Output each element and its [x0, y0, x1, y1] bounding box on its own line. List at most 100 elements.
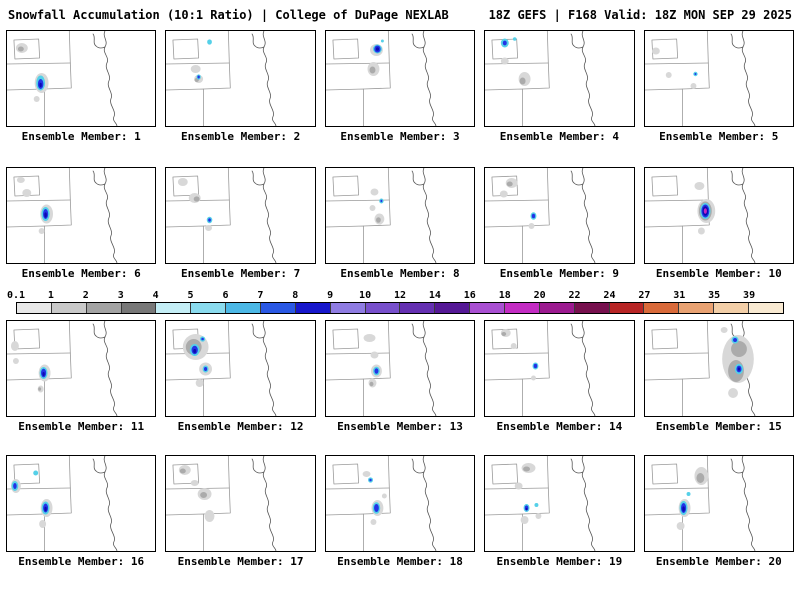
panel-grid: Ensemble Member: 1 Ensemble Member: 2 En… [0, 30, 800, 568]
ensemble-member-label: Ensemble Member: 20 [655, 555, 782, 568]
ensemble-map [6, 455, 157, 552]
colorbar-segment [51, 303, 87, 313]
colorbar-segment [191, 303, 227, 313]
ensemble-map [643, 30, 794, 127]
colorbar-segment [156, 303, 192, 313]
snowfall-blobs [363, 334, 382, 388]
colorbar-tick-label: 35 [708, 290, 721, 301]
colorbar-segment [539, 303, 575, 313]
panel-row-2: Ensemble Member: 6 Ensemble Member: 7 En… [6, 167, 794, 280]
colorbar-tick-label: 22 [568, 290, 581, 301]
ensemble-member-label: Ensemble Member: 14 [496, 420, 623, 433]
colorbar-segment [505, 303, 540, 313]
colorbar-segment [365, 303, 401, 313]
colorbar-tick-label: 4 [152, 290, 159, 301]
snowfall-blobs [183, 334, 213, 387]
ensemble-map [643, 455, 794, 552]
snowfall-blobs [651, 47, 698, 89]
ensemble-panel: Ensemble Member: 13 [324, 320, 476, 433]
ensemble-map [484, 455, 635, 552]
ensemble-panel: Ensemble Member: 10 [643, 167, 794, 280]
ensemble-panel: Ensemble Member: 7 [165, 167, 316, 280]
colorbar-segment [679, 303, 715, 313]
ensemble-map [6, 167, 157, 264]
snowfall-blobs [676, 467, 708, 530]
colorbar-tick-label: 31 [673, 290, 686, 301]
ensemble-panel: Ensemble Member: 18 [324, 455, 476, 568]
ensemble-map [324, 30, 476, 127]
colorbar-segment [435, 303, 471, 313]
ensemble-member-label: Ensemble Member: 10 [655, 267, 782, 280]
colorbar: 0.1 1 2 3 4 5 6 7 8 9 10 12 14 16 18 20 22 24 27 31 35 39 [7, 290, 784, 314]
snowfall-blobs [10, 341, 51, 393]
snowfall-blobs [15, 43, 49, 102]
ensemble-panel: Ensemble Member: 8 [324, 167, 476, 280]
ensemble-map [165, 320, 316, 417]
ensemble-panel: Ensemble Member: 17 [165, 455, 316, 568]
ensemble-map [165, 167, 316, 264]
ensemble-member-label: Ensemble Member: 8 [340, 267, 460, 280]
colorbar-bar [16, 302, 784, 314]
ensemble-member-label: Ensemble Member: 9 [499, 267, 619, 280]
ensemble-member-label: Ensemble Member: 18 [337, 555, 463, 568]
ensemble-member-label: Ensemble Member: 6 [21, 267, 141, 280]
colorbar-segment [609, 303, 645, 313]
colorbar-segment [644, 303, 680, 313]
snowfall-blobs [367, 39, 384, 76]
ensemble-map [484, 30, 635, 127]
ensemble-panel: Ensemble Member: 11 [6, 320, 157, 433]
ensemble-member-label: Ensemble Member: 15 [655, 420, 782, 433]
colorbar-tick-label: 20 [533, 290, 546, 301]
colorbar-tick-label: 27 [638, 290, 651, 301]
colorbar-tick-label: 2 [82, 290, 89, 301]
snowfall-blobs [369, 188, 385, 225]
colorbar-tick-label: 14 [428, 290, 441, 301]
snowfall-blobs [720, 327, 754, 398]
colorbar-tick-label: 6 [222, 290, 229, 301]
colorbar-segment [17, 303, 52, 313]
colorbar-tick-label: 5 [187, 290, 194, 301]
colorbar-tick-label: 12 [393, 290, 407, 301]
ensemble-map [6, 320, 157, 417]
snowfall-blobs [501, 37, 531, 86]
ensemble-panel: Ensemble Member: 12 [165, 320, 316, 433]
colorbar-tick-label: 1 [47, 290, 54, 301]
ensemble-panel: Ensemble Member: 6 [6, 167, 157, 280]
ensemble-member-label: Ensemble Member: 13 [337, 420, 463, 433]
colorbar-segment [749, 303, 783, 313]
run-valid-info: 18Z GEFS | F168 Valid: 18Z MON SEP 29 20… [488, 8, 792, 22]
snowfall-blobs [179, 465, 215, 522]
snowfall-blobs [362, 471, 387, 525]
colorbar-ticks: 0.1 1 2 3 4 5 6 7 8 9 10 12 14 16 18 20 22 24 27 31 35 39 [7, 290, 784, 302]
ensemble-map [165, 30, 316, 127]
ensemble-map [484, 320, 635, 417]
product-title: Snowfall Accumulation (10:1 Ratio) | Col… [8, 8, 449, 22]
ensemble-map [165, 455, 316, 552]
ensemble-panel: Ensemble Member: 15 [643, 320, 794, 433]
ensemble-panel: Ensemble Member: 16 [6, 455, 157, 568]
colorbar-segment [714, 303, 750, 313]
ensemble-map [643, 320, 794, 417]
colorbar-segment [330, 303, 366, 313]
ensemble-panel: Ensemble Member: 5 [643, 30, 794, 143]
ensemble-member-label: Ensemble Member: 2 [180, 130, 301, 143]
ensemble-map [6, 30, 157, 127]
snowfall-blobs [16, 177, 54, 234]
colorbar-segment [574, 303, 610, 313]
ensemble-panel: Ensemble Member: 2 [165, 30, 316, 143]
colorbar-tick-label: 18 [498, 290, 511, 301]
ensemble-member-label: Ensemble Member: 12 [177, 420, 304, 433]
colorbar-segment [400, 303, 436, 313]
ensemble-panel: Ensemble Member: 14 [484, 320, 635, 433]
colorbar-tick-label: 8 [292, 290, 299, 301]
snowfall-blobs [694, 182, 715, 235]
colorbar-segment [470, 303, 506, 313]
ensemble-member-label: Ensemble Member: 4 [499, 130, 619, 143]
colorbar-tick-label: 7 [257, 290, 264, 301]
colorbar-tick-label: 24 [603, 290, 616, 301]
colorbar-tick-label: 10 [359, 290, 372, 301]
snowfall-blobs [178, 178, 213, 231]
ensemble-map [324, 167, 476, 264]
ensemble-member-label: Ensemble Member: 11 [18, 420, 145, 433]
ensemble-member-label: Ensemble Member: 5 [659, 130, 779, 143]
